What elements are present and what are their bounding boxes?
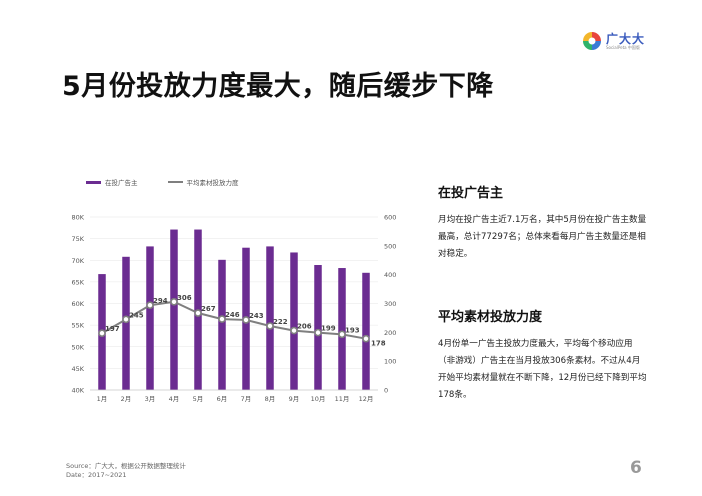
line-series-intensity	[101, 300, 367, 340]
panel-creative-text: 4月份单一广告主投放力度最大，平均每个移动应用（非游戏）广告主在当月投放306条…	[438, 339, 647, 400]
panel-advertisers-heading: 在投广告主	[438, 186, 504, 201]
legend-bar-label: 在投广告主	[105, 179, 138, 187]
x-tick-label: 3月	[145, 395, 156, 403]
line-point	[266, 322, 274, 330]
y-left-tick-label: 60K	[71, 300, 84, 308]
legend-item-line: 平均素材投放力度	[167, 177, 239, 187]
panel-advertisers: 在投广告主 月均在投广告主近7.1万名，其中5月份在投广告主数量最高，总计772…	[438, 182, 648, 263]
y-left-tick-label: 40K	[71, 387, 84, 395]
line-data-label: 178	[371, 340, 386, 348]
x-tick-label: 11月	[335, 395, 350, 403]
line-point	[314, 328, 322, 337]
date-text: Date：2017~2021	[66, 471, 127, 479]
bar-advertisers	[266, 246, 274, 390]
bar-advertisers	[122, 256, 130, 390]
x-tick-label: 4月	[169, 395, 180, 403]
x-tick-label: 12月	[359, 395, 374, 403]
y-left-tick-label: 50K	[71, 343, 84, 351]
x-tick-label: 1月	[97, 395, 108, 403]
bar-advertisers	[338, 268, 346, 390]
y-right-tick-label: 600	[384, 214, 396, 222]
bar-advertisers	[290, 252, 298, 390]
line-data-label: 197	[105, 325, 120, 333]
legend-bar-swatch	[86, 180, 101, 184]
bar-advertisers	[218, 259, 226, 390]
legend-line-label: 平均素材投放力度	[186, 179, 239, 187]
panel-creative-heading: 平均素材投放力度	[438, 310, 543, 325]
panel-creative-intensity: 平均素材投放力度 4月份单一广告主投放力度最大，平均每个移动应用（非游戏）广告主…	[438, 306, 648, 404]
line-data-label: 267	[201, 305, 216, 313]
bar-advertisers	[314, 265, 322, 390]
legend-line-swatch	[167, 181, 183, 183]
x-tick-label: 8月	[265, 395, 276, 403]
x-tick-label: 10月	[311, 395, 326, 403]
line-data-label: 243	[249, 312, 264, 320]
x-tick-label: 5月	[193, 395, 204, 403]
source-text: Source：广大大，根据公开数据整理统计	[66, 462, 186, 470]
line-point	[194, 309, 202, 317]
page-title: 5月份投放力度最大，随后缓步下降	[62, 71, 494, 102]
line-point	[170, 297, 178, 306]
line-data-label: 306	[177, 294, 192, 302]
y-left-tick-label: 80K	[71, 214, 84, 222]
line-data-label: 222	[273, 318, 288, 326]
line-data-label: 193	[345, 326, 360, 334]
brand-logo: 广大大 SocialPeta 中国版	[582, 30, 645, 52]
chart-legend: 在投广告主 平均素材投放力度	[86, 177, 239, 187]
y-left-tick-label: 55K	[71, 322, 84, 330]
bar-advertisers	[170, 229, 178, 390]
y-right-tick-label: 100	[384, 358, 396, 366]
y-right-tick-label: 500	[384, 242, 396, 250]
line-point	[122, 315, 130, 324]
line-point	[146, 301, 154, 310]
page-number: 6	[630, 458, 642, 478]
y-left-tick-label: 70K	[71, 257, 84, 265]
x-tick-label: 2月	[121, 395, 132, 403]
bar-advertisers	[362, 272, 370, 390]
combo-chart: 40K 45K 50K 55K 60K 65K 70K 75K 80K 0 100 200 300 400…	[71, 214, 396, 404]
line-point	[362, 334, 370, 343]
brand-logo-icon	[582, 31, 602, 51]
panel-advertisers-text: 月均在投广告主近7.1万名，其中5月份在投广告主数量最高，总计77297名；总体…	[438, 215, 647, 259]
line-point	[98, 329, 106, 337]
y-left-tick-label: 45K	[71, 365, 84, 373]
line-point	[242, 316, 250, 324]
line-data-label: 246	[225, 311, 240, 319]
y-right-tick-label: 200	[384, 329, 396, 337]
y-right-tick-label: 0	[384, 387, 388, 395]
line-point	[218, 315, 226, 323]
brand-name: 广大大	[606, 31, 646, 46]
y-left-tick-label: 75K	[71, 235, 84, 243]
y-right-tick-label: 400	[384, 271, 396, 279]
line-data-label: 294	[153, 297, 168, 305]
bar-advertisers	[146, 246, 154, 390]
brand-tagline: SocialPeta 中国版	[606, 44, 640, 50]
y-left-tick-label: 65K	[71, 278, 84, 286]
line-data-label: 206	[297, 323, 312, 331]
x-tick-label: 9月	[289, 395, 300, 403]
line-point	[338, 330, 346, 339]
line-data-label: 199	[321, 325, 336, 333]
line-data-label: 245	[129, 311, 144, 319]
x-tick-label: 7月	[241, 395, 252, 403]
y-right-tick-label: 300	[384, 300, 396, 308]
legend-item-bar: 在投广告主	[86, 177, 138, 187]
line-point	[290, 326, 298, 335]
x-tick-label: 6月	[217, 395, 228, 403]
source-footer: Source：广大大，根据公开数据整理统计 Date：2017~2021	[66, 462, 186, 480]
